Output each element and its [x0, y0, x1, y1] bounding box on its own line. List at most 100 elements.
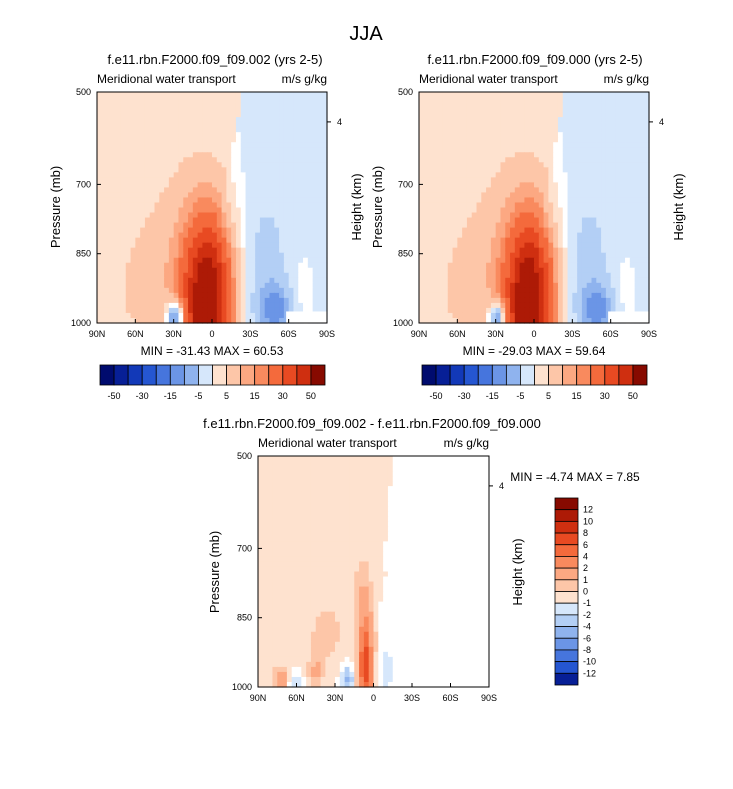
contour-cell: [202, 283, 207, 289]
contour-cell: [639, 238, 644, 244]
contour-cell: [97, 152, 102, 158]
contour-cell: [107, 92, 112, 98]
contour-cell: [265, 157, 270, 163]
contour-cell: [135, 238, 140, 244]
contour-cell: [174, 122, 179, 128]
contour-cell: [255, 117, 260, 123]
contour-cell: [615, 162, 620, 168]
contour-cell: [250, 233, 255, 239]
contour-cell: [606, 182, 611, 188]
contour-cell: [486, 152, 491, 158]
contour-cell: [135, 223, 140, 229]
contour-cell: [505, 253, 510, 259]
colorbar-box: [128, 365, 142, 385]
contour-cell: [116, 283, 121, 289]
contour-cell: [231, 208, 236, 214]
contour-cell: [539, 197, 544, 203]
contour-cell: [568, 182, 573, 188]
contour-cell: [159, 273, 164, 279]
contour-cell: [111, 152, 116, 158]
contour-cell: [306, 481, 311, 487]
contour-cell: [293, 92, 298, 98]
contour-cell: [265, 313, 270, 319]
contour-cell: [270, 298, 275, 304]
contour-cell: [164, 192, 169, 198]
contour-cell: [433, 97, 438, 103]
contour-cell: [207, 218, 212, 224]
contour-cell: [601, 127, 606, 133]
contour-cell: [587, 228, 592, 234]
contour-cell: [515, 107, 520, 113]
contour-cell: [433, 147, 438, 153]
contour-cell: [520, 293, 525, 299]
contour-cell: [308, 192, 313, 198]
contour-cell: [419, 308, 424, 314]
contour-cell: [260, 308, 265, 314]
contour-cell: [544, 107, 549, 113]
contour-cell: [486, 308, 491, 314]
contour-cell: [364, 476, 369, 482]
contour-cell: [308, 253, 313, 259]
contour-cell: [630, 258, 635, 264]
contour-cell: [596, 172, 601, 178]
contour-cell: [284, 142, 289, 148]
contour-cell: [274, 233, 279, 239]
contour-cell: [155, 213, 160, 219]
contour-cell: [255, 288, 260, 294]
contour-cell: [107, 243, 112, 249]
contour-cell: [174, 228, 179, 234]
contour-cell: [433, 268, 438, 274]
contour-cell: [544, 117, 549, 123]
contour-cell: [601, 218, 606, 224]
contour-cell: [193, 142, 198, 148]
contour-cell: [298, 202, 303, 208]
contour-cell: [260, 162, 265, 168]
contour-cell: [169, 162, 174, 168]
contour-cell: [429, 288, 434, 294]
contour-cell: [155, 273, 160, 279]
contour-cell: [155, 223, 160, 229]
contour-cell: [178, 293, 183, 299]
contour-cell: [150, 202, 155, 208]
contour-cell: [601, 308, 606, 314]
contour-cell: [496, 273, 501, 279]
contour-cell: [265, 293, 270, 299]
contour-cell: [500, 253, 505, 259]
contour-cell: [140, 248, 145, 254]
contour-cell: [335, 471, 340, 477]
contour-cell: [131, 127, 136, 133]
contour-cell: [505, 278, 510, 284]
contour-cell: [472, 273, 477, 279]
contour-cell: [429, 218, 434, 224]
contour-cell: [424, 293, 429, 299]
contour-cell: [226, 202, 231, 208]
contour-cell: [596, 263, 601, 269]
contour-cell: [226, 268, 231, 274]
contour-cell: [424, 248, 429, 254]
contour-cell: [349, 481, 354, 487]
contour-cell: [505, 182, 510, 188]
contour-cell: [126, 97, 131, 103]
contour-cell: [470, 491, 475, 497]
contour-cell: [606, 162, 611, 168]
contour-cell: [611, 228, 616, 234]
contour-cell: [212, 283, 217, 289]
contour-cell: [412, 456, 417, 462]
contour-cell: [207, 298, 212, 304]
contour-cell: [313, 112, 318, 118]
contour-cell: [236, 303, 241, 309]
contour-cell: [524, 157, 529, 163]
contour-cell: [298, 157, 303, 163]
contour-cell: [279, 288, 284, 294]
contour-cell: [515, 253, 520, 259]
contour-cell: [582, 187, 587, 193]
contour-cell: [472, 107, 477, 113]
contour-cell: [303, 208, 308, 214]
contour-cell: [169, 97, 174, 103]
contour-cell: [150, 132, 155, 138]
contour-cell: [241, 182, 246, 188]
contour-cell: [443, 92, 448, 98]
contour-cell: [164, 187, 169, 193]
contour-cell: [558, 107, 563, 113]
contour-cell: [568, 308, 573, 314]
